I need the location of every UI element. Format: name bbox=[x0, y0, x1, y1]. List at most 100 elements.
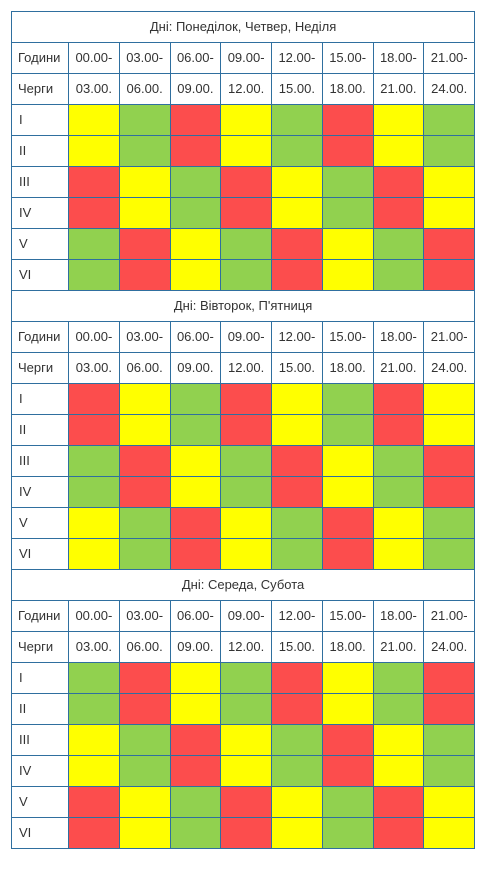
status-cell bbox=[68, 755, 120, 787]
time-end-cell: 21.00. bbox=[372, 631, 425, 663]
status-cell bbox=[169, 197, 222, 229]
queues-label: Черги bbox=[11, 631, 69, 663]
outage-schedule-table: Дні: Понеділок, Четвер, Неділя Години 00.0… bbox=[10, 11, 476, 849]
status-cell bbox=[169, 445, 222, 477]
time-start-cell: 21.00- bbox=[423, 600, 476, 632]
status-cell bbox=[68, 817, 120, 849]
status-cell bbox=[220, 414, 272, 446]
status-cell bbox=[423, 414, 476, 446]
status-cell bbox=[423, 135, 476, 167]
time-end-cell: 03.00. bbox=[68, 631, 120, 663]
status-cell bbox=[68, 414, 120, 446]
hours-label: Години bbox=[11, 42, 69, 74]
status-cell bbox=[169, 817, 222, 849]
status-cell bbox=[321, 259, 374, 291]
status-cell bbox=[321, 724, 374, 756]
status-cell bbox=[68, 507, 120, 539]
queue-label: V bbox=[11, 786, 69, 818]
status-cell bbox=[68, 693, 120, 725]
status-cell bbox=[271, 538, 323, 570]
status-cell bbox=[321, 817, 374, 849]
queues-label: Черги bbox=[11, 352, 69, 384]
status-cell bbox=[220, 383, 272, 415]
status-cell bbox=[118, 445, 171, 477]
queue-row: II bbox=[11, 135, 476, 167]
queue-label: IV bbox=[11, 755, 69, 787]
status-cell bbox=[169, 383, 222, 415]
status-cell bbox=[271, 135, 323, 167]
status-cell bbox=[423, 507, 476, 539]
time-start-cell: 15.00- bbox=[321, 600, 374, 632]
time-end-cell: 18.00. bbox=[321, 73, 374, 105]
queue-label: V bbox=[11, 507, 69, 539]
status-cell bbox=[372, 786, 425, 818]
status-cell bbox=[118, 817, 171, 849]
status-cell bbox=[220, 445, 272, 477]
time-start-cell: 03.00- bbox=[118, 42, 171, 74]
time-start-cell: 09.00- bbox=[220, 600, 272, 632]
status-cell bbox=[271, 662, 323, 694]
status-cell bbox=[220, 507, 272, 539]
queue-label: II bbox=[11, 414, 69, 446]
time-start-cell: 18.00- bbox=[372, 42, 425, 74]
schedule-container: Дні: Понеділок, Четвер, Неділя Години 00.0… bbox=[10, 11, 476, 849]
status-cell bbox=[423, 755, 476, 787]
status-cell bbox=[321, 104, 374, 136]
status-cell bbox=[271, 197, 323, 229]
status-cell bbox=[321, 228, 374, 260]
section-title: Дні: Понеділок, Четвер, Неділя bbox=[10, 11, 476, 43]
status-cell bbox=[423, 383, 476, 415]
time-end-cell: 15.00. bbox=[271, 352, 323, 384]
status-cell bbox=[118, 104, 171, 136]
status-cell bbox=[271, 786, 323, 818]
queue-row: IV bbox=[11, 197, 476, 229]
status-cell bbox=[423, 166, 476, 198]
status-cell bbox=[68, 228, 120, 260]
time-start-cell: 15.00- bbox=[321, 42, 374, 74]
section-title-row: Дні: Середа, Субота bbox=[10, 569, 476, 601]
queue-row: I bbox=[11, 383, 476, 415]
status-cell bbox=[220, 476, 272, 508]
time-start-cell: 09.00- bbox=[220, 42, 272, 74]
status-cell bbox=[220, 662, 272, 694]
time-start-cell: 00.00- bbox=[68, 600, 120, 632]
status-cell bbox=[271, 166, 323, 198]
status-cell bbox=[321, 445, 374, 477]
status-cell bbox=[423, 817, 476, 849]
status-cell bbox=[68, 724, 120, 756]
status-cell bbox=[423, 445, 476, 477]
status-cell bbox=[169, 476, 222, 508]
status-cell bbox=[220, 104, 272, 136]
status-cell bbox=[118, 228, 171, 260]
queue-row: V bbox=[11, 228, 476, 260]
status-cell bbox=[321, 538, 374, 570]
queue-row: VI bbox=[11, 538, 476, 570]
status-cell bbox=[220, 166, 272, 198]
status-cell bbox=[372, 383, 425, 415]
queue-label: I bbox=[11, 383, 69, 415]
time-end-cell: 09.00. bbox=[169, 73, 222, 105]
queue-row: III bbox=[11, 445, 476, 477]
status-cell bbox=[169, 662, 222, 694]
hours-header-row: Години 00.00- 03.00- 06.00- 09.00- 12.00- 15.0… bbox=[11, 600, 476, 632]
status-cell bbox=[271, 445, 323, 477]
queue-row: III bbox=[11, 724, 476, 756]
status-cell bbox=[372, 476, 425, 508]
status-cell bbox=[68, 662, 120, 694]
time-start-cell: 18.00- bbox=[372, 600, 425, 632]
status-cell bbox=[220, 724, 272, 756]
status-cell bbox=[372, 693, 425, 725]
status-cell bbox=[372, 662, 425, 694]
time-start-cell: 06.00- bbox=[169, 600, 222, 632]
section-title-row: Дні: Понеділок, Четвер, Неділя bbox=[10, 11, 476, 43]
time-start-cell: 03.00- bbox=[118, 321, 171, 353]
status-cell bbox=[118, 786, 171, 818]
time-end-cell: 24.00. bbox=[423, 631, 476, 663]
status-cell bbox=[372, 135, 425, 167]
status-cell bbox=[321, 693, 374, 725]
status-cell bbox=[220, 259, 272, 291]
time-end-cell: 24.00. bbox=[423, 73, 476, 105]
time-end-cell: 12.00. bbox=[220, 352, 272, 384]
time-start-cell: 00.00- bbox=[68, 321, 120, 353]
queue-row: VI bbox=[11, 259, 476, 291]
